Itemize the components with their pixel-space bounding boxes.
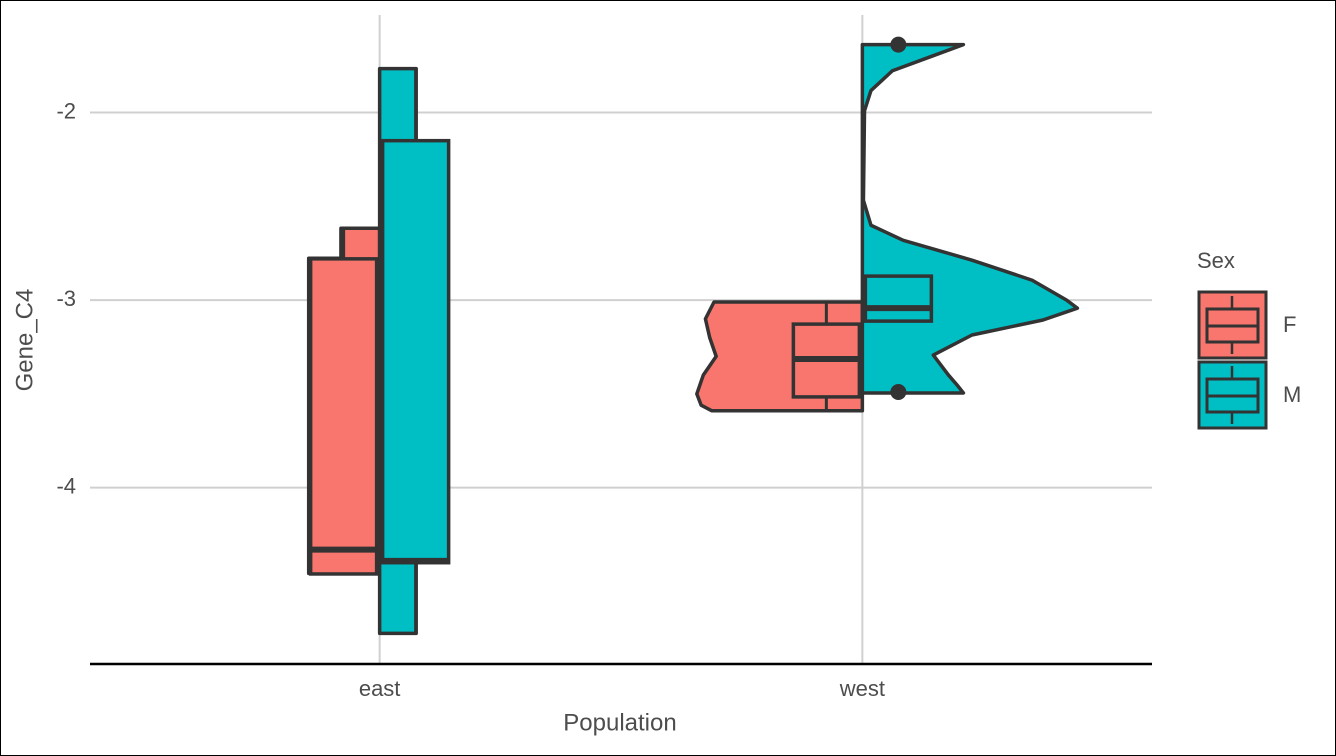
- y-tick-label: -3: [56, 286, 76, 311]
- box: [863, 274, 934, 323]
- outlier: [890, 36, 907, 53]
- y-axis-title: Gene_C4: [11, 289, 38, 392]
- x-tick-label: east: [359, 676, 401, 701]
- outlier: [890, 384, 907, 401]
- y-tick-label: -4: [56, 473, 76, 498]
- legend-label: M: [1283, 382, 1301, 407]
- x-axis-title: Population: [563, 709, 676, 736]
- box: [380, 138, 451, 565]
- y-tick-label: -2: [56, 98, 76, 123]
- legend-title: Sex: [1197, 248, 1235, 273]
- legend-label: F: [1283, 312, 1296, 337]
- x-tick-label: west: [839, 676, 885, 701]
- box: [308, 257, 379, 576]
